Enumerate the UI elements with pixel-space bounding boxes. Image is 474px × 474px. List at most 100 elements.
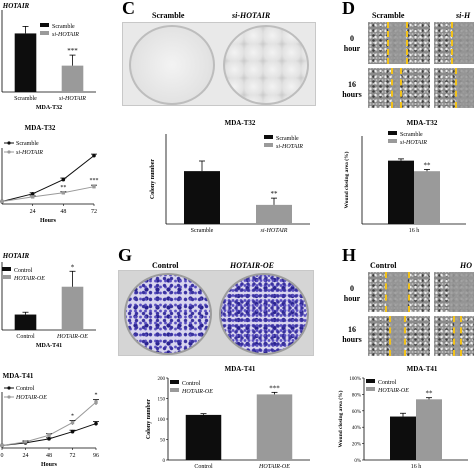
chart-d-legend-1-swatch — [388, 139, 397, 143]
colony-dish-scramble — [129, 25, 215, 105]
chart-h-significance: ** — [426, 390, 434, 398]
chart-c-significance: ** — [271, 190, 279, 198]
chart-c-xtick-label: Scramble — [191, 228, 214, 234]
scratch-image-scramble-16h — [368, 68, 430, 108]
chart-e1-bar — [14, 314, 37, 330]
chart-a1-xtick-label: si-HOTAIR — [59, 96, 86, 102]
chart-c-bar — [256, 204, 292, 224]
chart-g-ylabel: Colony number — [146, 399, 152, 440]
chart-d-bar — [414, 171, 440, 224]
chart-c-legend-1-label: si-HOTAIR — [276, 144, 303, 150]
scratch-image-si-hotair-16h — [434, 68, 474, 108]
chart-g-ytick-label: 150 — [158, 398, 166, 403]
chart-e1-xtick-label: HOTAIR-OE — [56, 334, 88, 340]
chart-e2-xlabel: Hours — [41, 462, 58, 468]
plate-label-hotair-oe: HOTAIR-OE — [230, 261, 275, 270]
chart-c-legend-0-swatch — [264, 135, 273, 139]
chart-e2-legend-1-marker — [7, 395, 11, 399]
chart-e2-title: MDA-T41 — [3, 372, 34, 380]
chart-a1-legend-0-swatch — [40, 23, 49, 27]
chart-a2-legend-1-label: si-HOTAIR — [16, 150, 43, 156]
colony-plate-photo-bottom — [118, 270, 314, 356]
chart-h-legend-1-swatch — [366, 387, 375, 391]
chart-e2-point — [47, 433, 51, 437]
chart-h-ytick-label: 40% — [352, 426, 361, 431]
row-label-0-hour: 0 hour — [343, 34, 361, 53]
chart-a2-point — [61, 177, 66, 182]
chart-h-bar — [416, 399, 442, 460]
chart-h-ylabel: Wound closing area (%) — [337, 390, 344, 447]
chart-a2-point — [61, 191, 66, 195]
chart-e1-legend-1-swatch — [2, 275, 11, 279]
chart-a2-series-0-line — [1, 155, 95, 202]
chart-e1-bar — [61, 286, 84, 330]
chart-e2-xtick-label: 96 — [93, 453, 99, 459]
chart-d-legend-1-label: si-HOTAIR — [400, 140, 427, 146]
chart-hotair-mda-t41: HOTAIRControl*HOTAIR-OEMDA-T41ControlHOT… — [1, 252, 96, 349]
chart-c-ylabel: Colony number — [150, 159, 156, 200]
chart-c-bar — [184, 171, 220, 224]
chart-d-ylabel: Wound closing area (%) — [343, 151, 350, 208]
scratch-label-control: Control — [370, 261, 397, 270]
chart-h-ytick-label: 100% — [349, 377, 361, 382]
chart-a2-xlabel: Hours — [40, 218, 57, 224]
chart-d-legend-0-label: Scramble — [400, 132, 423, 138]
chart-a2-xtick-label: 72 — [91, 209, 97, 215]
chart-e2-point — [0, 443, 4, 448]
chart-g-bar — [185, 414, 222, 460]
chart-g-bar — [256, 394, 293, 460]
colony-plate-photo-top — [122, 22, 316, 106]
chart-g-legend-1-label: HOTAIR-OE — [181, 389, 213, 395]
chart-g-ytick-label: 0 — [163, 459, 166, 464]
scratch-image-hotair-oe-0h — [434, 272, 474, 312]
chart-g-significance: *** — [269, 384, 280, 392]
chart-a1-legend-1-label: si-HOTAIR — [52, 32, 79, 38]
chart-g-legend-1-swatch — [170, 388, 179, 392]
chart-h-xtick-label: 16 h — [411, 464, 422, 470]
chart-a2-point — [30, 192, 35, 196]
chart-h-ytick-label: 60% — [352, 410, 361, 415]
chart-c-xtick-label: si-HOTAIR — [261, 228, 288, 234]
chart-h-title: MDA-T41 — [407, 365, 438, 373]
chart-g-legend-0-swatch — [170, 380, 179, 384]
chart-e2-legend-0-label: Control — [16, 386, 35, 392]
chart-a2-point — [92, 184, 96, 189]
chart-g-xtick-label: HOTAIR-OE — [258, 464, 290, 470]
chart-e2-xtick-label: 24 — [23, 453, 29, 459]
chart-a1-legend-1-swatch — [40, 31, 49, 35]
chart-g-title: MDA-T41 — [225, 365, 256, 373]
chart-a2-point — [30, 195, 35, 199]
colony-dish-si-hotair — [223, 25, 309, 105]
chart-e2-point — [94, 400, 98, 404]
chart-a1-xtick-label: Scramble — [14, 96, 37, 102]
chart-h-legend-1-label: HOTAIR-OE — [377, 388, 409, 394]
chart-g-xtick-label: Control — [194, 464, 213, 470]
chart-g-ytick-label: 50 — [160, 439, 166, 444]
row-label-16-hours: 16 hours — [342, 80, 362, 99]
chart-e2-point — [94, 421, 98, 426]
chart-h-ytick-label: 80% — [352, 393, 361, 398]
chart-e2-xtick-label: 72 — [70, 453, 76, 459]
chart-a1-title: HOTAIR — [2, 2, 30, 10]
chart-a2-xtick-label: 24 — [30, 209, 36, 215]
colony-dish-hotair-oe — [219, 273, 309, 355]
chart-h-ytick-label: 20% — [352, 443, 361, 448]
chart-a1-caption: MDA-T32 — [36, 105, 62, 111]
chart-a2-significance: ** — [60, 185, 66, 191]
chart-e1-legend-0-swatch — [2, 267, 11, 271]
chart-colony-mda-t32: MDA-T32 Colony number Scramble ** si-HOTAIR S… — [150, 119, 310, 234]
chart-e2-legend-1-label: HOTAIR-OE — [15, 395, 47, 401]
chart-e2-significance: * — [71, 414, 74, 420]
chart-e2-xtick-label: 48 — [46, 453, 52, 459]
chart-wound-mda-t41: MDA-T41 Wound closing area (%) 0% 20% 40% 60%… — [337, 365, 468, 470]
scratch-image-control-16h — [368, 316, 430, 356]
chart-a1-bar — [61, 65, 84, 92]
chart-g-legend-0-label: Control — [182, 381, 201, 387]
chart-e2-point — [23, 440, 28, 444]
plate-label-si-hotair: si-HOTAIR — [232, 11, 271, 20]
chart-d-title: MDA-T32 — [407, 119, 438, 127]
chart-a1-significance: *** — [67, 47, 78, 55]
chart-a2-legend-0-label: Scramble — [16, 141, 39, 147]
chart-wound-mda-t32: MDA-T32 Wound closing area (%) Scramble ** s… — [343, 119, 466, 234]
